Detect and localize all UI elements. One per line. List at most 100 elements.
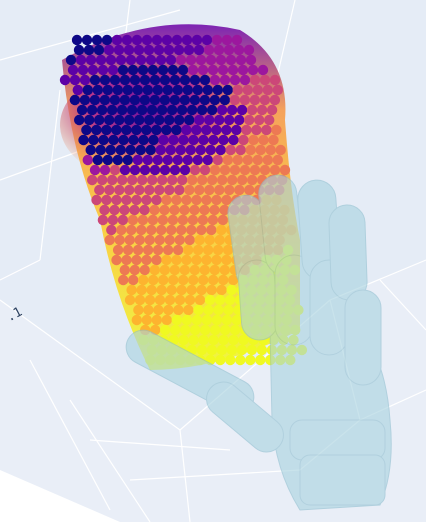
point-cloud-dot	[114, 184, 125, 196]
point-cloud-dot	[148, 274, 159, 286]
point-cloud-dot	[69, 94, 81, 106]
point-cloud-dot	[222, 154, 233, 166]
point-cloud-dot	[227, 64, 239, 76]
point-cloud-dot	[144, 234, 155, 246]
point-cloud-dot	[132, 154, 143, 166]
point-cloud-dot	[191, 34, 203, 46]
point-cloud-dot	[152, 244, 164, 256]
point-cloud-dot	[129, 164, 141, 176]
point-cloud-dot	[119, 94, 131, 106]
point-cloud-dot	[171, 124, 182, 136]
point-cloud-dot	[216, 344, 228, 356]
point-cloud-dot	[244, 184, 255, 196]
point-cloud-dot	[235, 54, 247, 66]
point-cloud-dot	[175, 54, 187, 66]
point-cloud-dot	[87, 64, 99, 76]
point-cloud-dot	[183, 304, 194, 316]
point-cloud-dot	[136, 224, 147, 236]
point-cloud-dot	[238, 334, 249, 346]
point-cloud-dot	[232, 84, 243, 96]
point-cloud-dot	[152, 154, 163, 166]
point-cloud-dot	[189, 74, 201, 86]
point-cloud-dot	[139, 94, 151, 106]
point-cloud-dot	[177, 214, 189, 226]
point-cloud-dot	[129, 264, 140, 276]
point-cloud-dot	[104, 114, 115, 126]
point-cloud-dot	[152, 84, 163, 96]
point-cloud-dot	[249, 164, 261, 176]
point-cloud-dot	[174, 184, 185, 196]
point-cloud-dot	[136, 284, 147, 296]
point-cloud-dot	[179, 264, 190, 276]
point-cloud-dot	[228, 334, 239, 346]
point-cloud-dot	[78, 134, 89, 146]
point-cloud-dot	[76, 104, 88, 116]
point-cloud-dot	[111, 254, 122, 266]
point-cloud-dot	[111, 124, 122, 136]
point-cloud-dot	[192, 84, 203, 96]
point-cloud-dot	[124, 234, 135, 246]
point-cloud-dot	[149, 264, 160, 276]
point-cloud-dot	[112, 84, 124, 96]
point-cloud-dot	[173, 304, 184, 316]
point-cloud-dot	[229, 74, 241, 86]
point-cloud-dot	[265, 144, 276, 156]
point-cloud-dot	[217, 174, 228, 186]
point-cloud-dot	[156, 104, 168, 116]
point-cloud-dot	[164, 114, 175, 126]
point-cloud-dot	[176, 224, 187, 236]
point-cloud-dot	[108, 134, 119, 146]
point-cloud-dot	[181, 194, 192, 206]
point-cloud-dot	[236, 104, 248, 116]
point-cloud-dot	[169, 204, 180, 216]
point-cloud-dot	[208, 134, 219, 146]
point-cloud-dot	[141, 124, 152, 136]
point-cloud-dot	[186, 284, 197, 296]
point-cloud-dot	[92, 154, 104, 166]
point-cloud-dot	[71, 34, 83, 46]
point-cloud-dot	[135, 54, 147, 66]
point-cloud-dot	[166, 104, 178, 116]
point-cloud-dot	[160, 324, 171, 336]
point-cloud-dot	[200, 324, 211, 336]
point-cloud-dot	[242, 84, 253, 96]
point-cloud-dot	[234, 114, 245, 126]
point-cloud-dot	[141, 254, 152, 266]
point-cloud-dot	[219, 94, 231, 106]
point-cloud-dot	[221, 254, 232, 266]
point-cloud-dot	[189, 264, 200, 276]
point-cloud-dot	[133, 44, 145, 56]
point-cloud-dot	[167, 174, 178, 186]
point-cloud-dot	[67, 64, 79, 76]
point-cloud-dot	[221, 124, 232, 136]
point-cloud-dot	[126, 224, 137, 236]
point-cloud-dot	[161, 194, 172, 206]
point-cloud-dot	[111, 194, 122, 206]
point-cloud-dot	[214, 294, 226, 306]
point-cloud-dot	[157, 214, 169, 226]
point-cloud-dot	[196, 344, 208, 356]
point-cloud-dot	[212, 84, 223, 96]
point-cloud-dot	[162, 154, 173, 166]
point-cloud-dot	[128, 134, 139, 146]
point-cloud-dot	[98, 134, 109, 146]
point-cloud-dot	[219, 204, 230, 216]
point-cloud-dot	[109, 94, 121, 106]
point-cloud-dot	[205, 54, 217, 66]
point-cloud-dot	[103, 44, 115, 56]
point-cloud-dot	[186, 104, 198, 116]
point-cloud-dot	[107, 64, 119, 76]
point-cloud-dot	[113, 44, 125, 56]
point-cloud-dot	[133, 304, 144, 316]
point-cloud-dot	[135, 144, 146, 156]
point-cloud-dot	[165, 54, 177, 66]
point-cloud-dot	[217, 214, 229, 226]
point-cloud-dot	[181, 314, 192, 326]
point-cloud-dot	[193, 304, 204, 316]
point-cloud-dot	[241, 124, 252, 136]
point-cloud-dot	[239, 94, 251, 106]
point-cloud-dot	[179, 74, 191, 86]
point-cloud-dot	[102, 84, 114, 96]
